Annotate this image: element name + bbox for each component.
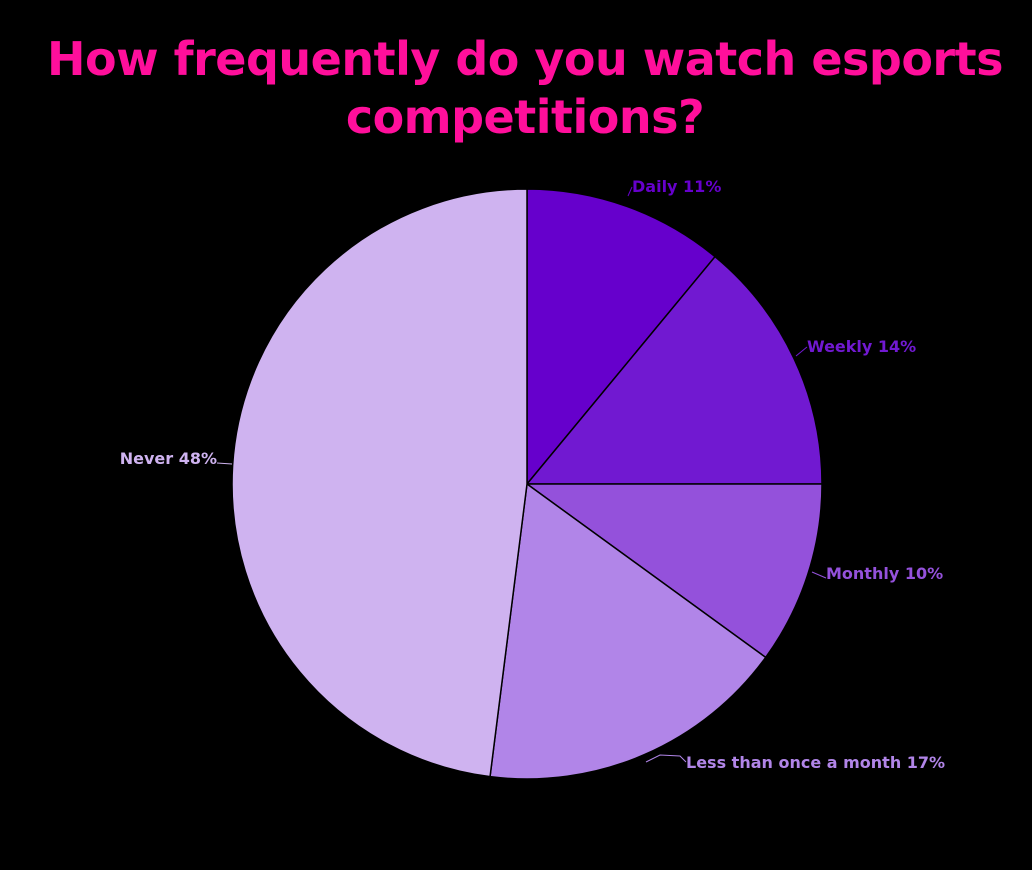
label-leader-lines (216, 186, 827, 763)
leader-line-monthly (811, 571, 827, 579)
leader-line-less-than-once-a-month (645, 754, 687, 763)
slice-label-never: Never 48% (120, 449, 217, 468)
pie-slices (231, 188, 823, 780)
slice-labels: Daily 11% Weekly 14% Monthly 10% Less than … (120, 177, 945, 772)
slice-label-monthly: Monthly 10% (826, 564, 943, 583)
pie-slice-less-than-once-a-month (489, 482, 767, 780)
slice-label-daily: Daily 11% (632, 177, 721, 196)
slice-label-less-than-once-a-month: Less than once a month 17% (686, 753, 945, 772)
chart-title: How frequently do you watch esports comp… (46, 32, 1004, 144)
pie-slice-weekly (525, 255, 823, 485)
pie-slice-monthly (524, 483, 823, 659)
slice-label-weekly: Weekly 14% (807, 337, 916, 356)
leader-line-weekly (795, 346, 808, 357)
leader-line-never (216, 462, 233, 465)
leader-line-daily (627, 186, 633, 197)
pie-slice-daily (526, 188, 717, 487)
pie-slice-never (231, 188, 528, 778)
